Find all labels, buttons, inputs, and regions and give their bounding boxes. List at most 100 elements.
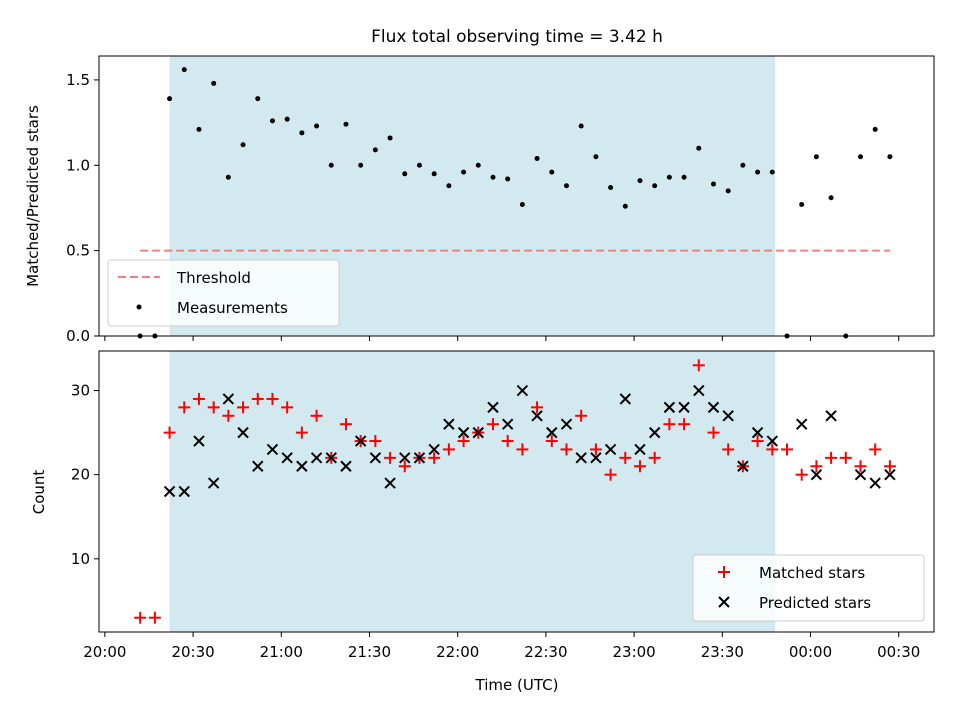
measurement-point: [681, 174, 687, 180]
measurement-point: [269, 118, 275, 124]
matched-star-point: [369, 435, 382, 448]
matched-star-point: [134, 611, 147, 624]
matched-star-point: [207, 401, 220, 414]
predicted-star-point: [310, 452, 323, 464]
matched-star-point: [633, 460, 646, 473]
measurement-point: [196, 126, 202, 132]
count-legend-box: [692, 554, 925, 622]
x-tick-label: 21:30: [348, 643, 391, 661]
measurement-point: [725, 188, 731, 194]
predicted-star-point: [340, 460, 352, 472]
matched-star-point: [310, 409, 323, 422]
matched-star-point: [869, 443, 882, 456]
measurement-point: [872, 126, 878, 132]
matched-star-point: [575, 409, 588, 422]
measurement-point: [769, 169, 775, 175]
measurement-point: [314, 123, 320, 129]
measurement-point: [813, 154, 819, 160]
matched-star-point: [663, 418, 676, 431]
ratio-panel: 0.0 0.5 1.0 1.5 Matched/Predicted stars Thr…: [24, 55, 935, 345]
matched-star-point: [178, 401, 191, 414]
x-tick-label: 22:00: [436, 643, 479, 661]
count-plot-frame: [98, 350, 935, 633]
matched-star-point: [339, 418, 352, 431]
matched-star-point: [192, 392, 205, 405]
measurement-point: [255, 96, 261, 102]
predicted-star-point: [751, 426, 764, 439]
matched-star-point: [795, 468, 808, 481]
predicted-star-point: [766, 435, 778, 447]
measurement-point: [211, 80, 217, 86]
predicted-star-point: [163, 485, 176, 498]
ratio-x-axis: [104, 336, 900, 341]
predicted-star-point: [795, 418, 808, 430]
matched-star-point: [501, 435, 514, 448]
predicted-star-point: [266, 443, 279, 456]
matched-star-point: [398, 460, 411, 473]
x-tick-label: 20:30: [171, 643, 214, 661]
predicted-star-point: [325, 452, 337, 464]
measurement-point: [167, 96, 173, 102]
predicted-star-point: [604, 443, 617, 456]
measurement-point: [402, 171, 408, 177]
matched-star-point: [810, 460, 823, 473]
measurement-point: [505, 176, 511, 182]
matched-star-point: [457, 435, 470, 448]
predicted-star-point: [560, 418, 573, 430]
x-tick-label: 23:30: [701, 643, 744, 661]
matched-star-point: [825, 451, 838, 464]
predicted-star-point: [222, 393, 235, 405]
predicted-star-point: [825, 410, 837, 422]
predicted-star-point: [531, 410, 543, 422]
count-panel: 10 20 30 20:00 20:30 21:00 21:30 22:00 22:30 23:…: [30, 350, 935, 694]
matched-star-point: [531, 401, 544, 414]
x-tick-label: 20:00: [83, 643, 126, 661]
x-axis-label: Time (UTC): [475, 676, 559, 694]
predicted-star-point: [399, 452, 411, 464]
ratio-y-axis-label: Matched/Predicted stars: [24, 105, 42, 287]
predicted-star-point: [501, 418, 514, 430]
predicted-star-point: [663, 401, 676, 414]
predicted-star-point: [443, 418, 455, 430]
x-tick-label: 23:00: [612, 643, 655, 661]
measurement-point: [857, 154, 863, 160]
measurements-legend-label: Measurements: [177, 299, 288, 317]
matched-star-point: [428, 451, 441, 464]
matched-star-point: [707, 426, 720, 439]
predicted-star-point: [369, 452, 382, 464]
x-tick-label: 00:00: [789, 643, 832, 661]
matched-star-point: [883, 460, 896, 473]
predicted-star-point: [546, 426, 558, 439]
predicted-star-point: [296, 460, 308, 472]
predicted-star-point: [428, 443, 440, 456]
measurement-point: [563, 183, 569, 189]
measurement-point: [240, 142, 246, 148]
matched-star-point: [589, 443, 602, 456]
predicted-star-point: [237, 426, 249, 439]
x-tick-label: 21:00: [260, 643, 303, 661]
threshold-legend-label: Threshold: [176, 269, 251, 287]
matched-star-point: [780, 443, 793, 456]
matched-star-point: [516, 443, 529, 456]
x-tick-label: 00:30: [877, 643, 920, 661]
predicted-star-point: [413, 452, 426, 464]
measurement-point: [181, 67, 187, 73]
predicted-star-point: [487, 401, 499, 414]
matched-star-point: [766, 443, 779, 456]
measurement-point: [328, 162, 334, 168]
predicted-star-point: [678, 401, 690, 414]
measurement-point: [490, 174, 496, 180]
predicted-star-point: [207, 477, 220, 489]
predicted-star-point: [590, 452, 602, 464]
y-tick-label: 10: [71, 550, 90, 568]
predicted-legend-swatch: [718, 596, 730, 608]
measurement-point: [431, 171, 437, 177]
chart-title: Flux total observing time = 3.42 h: [371, 27, 663, 47]
matched-star-point: [692, 359, 705, 372]
y-tick-label: 20: [71, 466, 90, 484]
measurement-point: [799, 202, 805, 208]
ratio-plot-frame: [98, 55, 935, 337]
measurement-point: [284, 116, 290, 122]
predicted-star-point: [575, 452, 587, 464]
y-tick-label: 1.0: [66, 156, 90, 174]
